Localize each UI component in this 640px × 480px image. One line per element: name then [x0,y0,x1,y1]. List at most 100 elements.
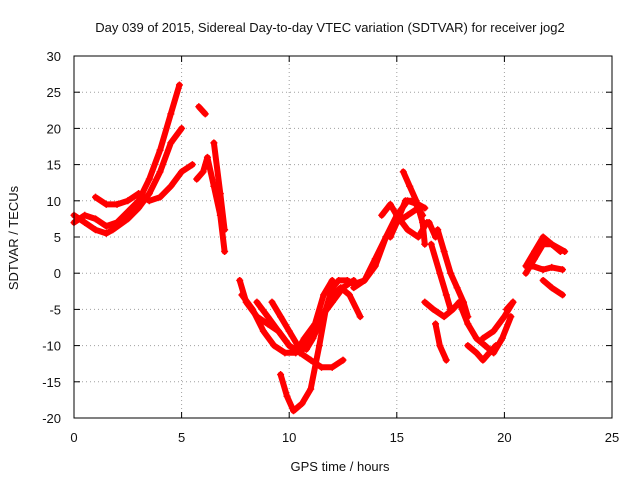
data-point-marker [539,233,547,241]
series-trace-y [503,298,517,313]
data-point-marker [210,182,218,190]
series-trace-b [70,124,186,237]
data-point-marker [434,226,442,234]
data-point-marker [442,291,450,299]
data-point-marker [345,291,353,299]
plot-series [70,81,569,415]
data-point-marker [509,298,517,306]
x-tick-label: 15 [390,430,404,445]
y-tick-label: 20 [47,121,61,136]
y-tick-label: 15 [47,158,61,173]
data-point-marker [559,291,567,299]
data-point-marker [548,284,556,292]
data-point-marker [92,226,100,234]
data-point-marker [339,356,347,364]
data-point-marker [378,211,386,219]
data-point-marker [285,342,293,350]
data-point-marker [561,247,569,255]
data-point-marker [156,146,164,154]
data-point-marker [337,284,345,292]
series-trace-l [350,204,422,292]
data-point-marker [124,215,132,223]
data-point-marker [421,240,429,248]
data-point-marker [427,240,435,248]
data-point-marker [259,327,267,335]
data-point-marker [479,356,487,364]
data-point-marker [124,208,132,216]
data-point-marker [404,211,412,219]
data-point-marker [356,313,364,321]
y-tick-label: -10 [42,339,61,354]
data-point-marker [386,233,394,241]
data-point-marker [406,182,414,190]
x-tick-label: 5 [178,430,185,445]
data-point-marker [270,342,278,350]
data-point-marker [201,110,209,118]
data-point-marker [193,175,201,183]
x-tick-label: 0 [70,430,77,445]
data-point-marker [277,313,285,321]
data-point-marker [290,407,298,415]
y-tick-label: -15 [42,375,61,390]
data-point-marker [188,161,196,169]
data-point-marker [419,211,427,219]
data-point-marker [156,193,164,201]
series-trace [428,241,454,313]
data-point-marker [320,291,328,299]
series-trace-o [386,197,427,241]
data-point-marker [102,222,110,230]
data-point-marker [361,276,369,284]
data-point-marker [300,334,308,342]
data-point-marker [249,305,257,313]
data-point-marker [440,247,448,255]
data-point-marker [102,229,110,237]
data-point-marker [307,356,315,364]
data-point-marker [386,200,394,208]
data-point-marker [522,262,530,270]
data-point-marker [464,320,472,328]
data-point-marker [315,342,323,350]
series-trace [456,299,488,349]
data-point-marker [436,342,444,350]
data-point-marker [178,124,186,132]
y-tick-label: -20 [42,411,61,426]
data-point-marker [335,276,343,284]
data-point-marker [539,276,547,284]
series-trace [238,277,336,356]
data-point-marker [199,168,207,176]
data-point-marker [307,385,315,393]
x-tick-label: 10 [282,430,296,445]
y-tick-label: -5 [49,302,61,317]
series-trace [529,263,566,273]
data-point-marker [178,168,186,176]
data-point-marker [216,190,224,198]
data-point-marker [113,200,121,208]
data-point-marker [393,219,401,227]
data-point-marker [81,211,89,219]
data-point-marker [401,197,409,205]
data-point-marker [447,269,455,277]
data-point-marker [135,190,143,198]
data-point-marker [264,313,272,321]
data-point-marker [296,349,304,357]
series-trace-c [92,161,196,208]
data-point-marker [449,305,457,313]
series-trace-d [195,103,209,118]
data-point-marker [322,305,330,313]
data-point-marker [203,153,211,161]
data-point-marker [221,247,229,255]
data-point-marker [195,103,203,111]
data-point-marker [145,190,153,198]
data-point-marker [429,305,437,313]
series-trace-r [432,320,450,364]
data-point-marker [283,392,291,400]
data-point-marker [210,139,218,147]
data-point-marker [238,291,246,299]
data-point-marker [399,168,407,176]
series-trace [482,313,514,356]
data-point-marker [281,349,289,357]
data-point-marker [481,342,489,350]
data-point-marker [274,327,282,335]
data-point-marker [453,284,461,292]
